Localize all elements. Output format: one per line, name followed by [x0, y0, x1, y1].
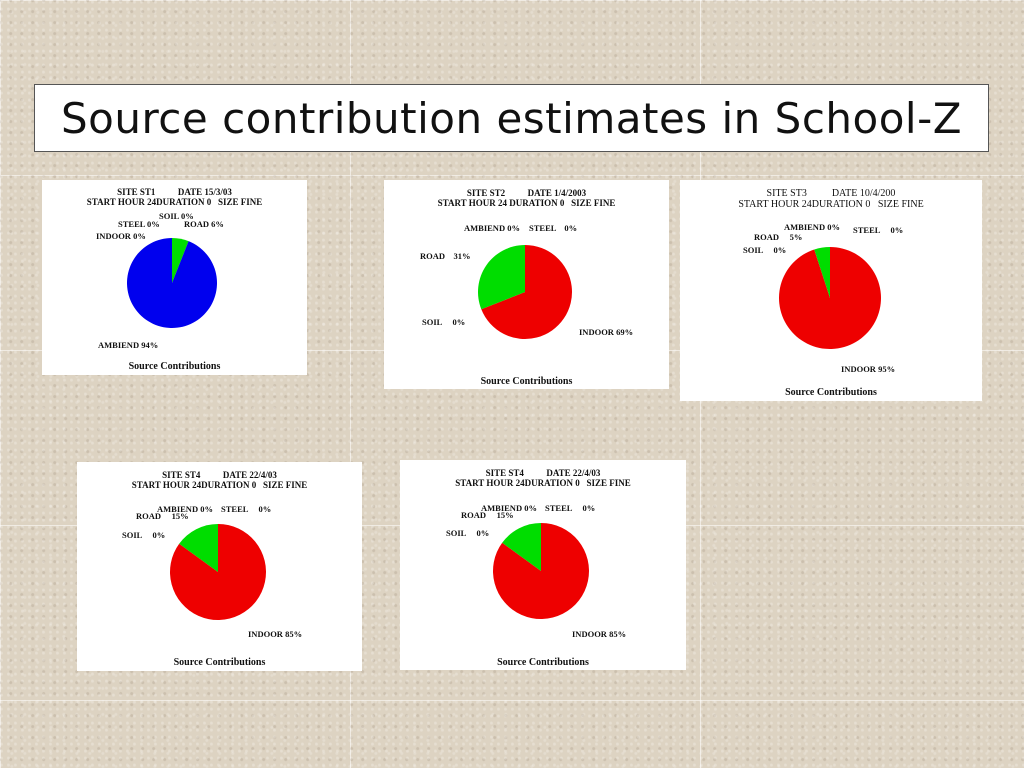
chart-header-line2: START HOUR 24 DURATION 0 SIZE FINE	[437, 198, 616, 208]
label-road: ROAD 5%	[754, 232, 803, 242]
label-road: ROAD 15%	[461, 510, 514, 520]
label-ambiend: AMBIEND 0%	[784, 222, 840, 232]
chart-header-line1: SITE ST2 DATE 1/4/2003	[466, 188, 587, 198]
label-indoor: INDOOR 69%	[579, 327, 634, 337]
chart-panel-st4-b: SITE ST4 DATE 22/4/03 START HOUR 24DURAT…	[400, 460, 686, 670]
chart-panel-st1: SITE ST1 DATE 15/3/03 START HOUR 24DURAT…	[42, 180, 307, 375]
chart-panel-st2: SITE ST2 DATE 1/4/2003 START HOUR 24 DUR…	[384, 180, 669, 389]
chart-footer: Source Contributions	[480, 376, 573, 387]
chart-header-line2: START HOUR 24DURATION 0 SIZE FINE	[738, 199, 924, 210]
label-ambiend: AMBIEND 94%	[98, 340, 159, 350]
label-steel: STEEL 0%	[545, 503, 596, 513]
label-indoor: INDOOR 85%	[572, 629, 627, 639]
label-soil: SOIL 0%	[422, 317, 466, 327]
pie-chart-svg	[478, 245, 572, 339]
label-steel: STEEL 0%	[529, 223, 578, 233]
chart-header-line1: SITE ST4 DATE 22/4/03	[162, 470, 277, 480]
chart-header-line1: SITE ST4 DATE 22/4/03	[485, 468, 601, 478]
pie-chart-svg	[779, 247, 881, 349]
pie-chart-svg	[127, 238, 218, 328]
label-road: ROAD 31%	[420, 251, 471, 261]
label-steel: STEEL 0%	[853, 225, 904, 235]
chart-header-line1: SITE ST1 DATE 15/3/03	[117, 187, 232, 197]
slide-title: Source contribution estimates in School-…	[60, 93, 963, 143]
pie-slice-road	[814, 247, 830, 298]
pie-slice-road	[502, 523, 541, 571]
label-indoor: INDOOR 85%	[248, 629, 303, 639]
label-ambiend: AMBIEND 0%	[157, 504, 213, 514]
chart-panel-st4-a: SITE ST4 DATE 22/4/03 START HOUR 24DURAT…	[77, 462, 362, 671]
chart-panel-st3: SITE ST3 DATE 10/4/200 START HOUR 24DURA…	[680, 180, 982, 401]
pie-slice-road	[179, 524, 218, 572]
pie-chart-svg	[170, 524, 266, 620]
label-soil: SOIL 0%	[743, 245, 787, 255]
label-soil: SOIL 0%	[122, 530, 166, 540]
label-indoor: INDOOR 0%	[96, 231, 146, 241]
pie-slice-road	[478, 245, 525, 310]
pie-chart-svg	[493, 523, 589, 619]
chart-footer: Source Contributions	[128, 361, 221, 372]
chart-header-line1: SITE ST3 DATE 10/4/200	[766, 188, 896, 199]
pie-slice-indoor	[481, 245, 572, 339]
chart-footer: Source Contributions	[497, 657, 589, 668]
label-road: ROAD 6%	[184, 219, 224, 229]
label-soil: SOIL 0%	[159, 211, 194, 221]
pie-slice-road	[172, 238, 189, 283]
label-soil: SOIL 0%	[446, 528, 490, 538]
label-indoor: INDOOR 95%	[841, 364, 896, 374]
chart-header-line2: START HOUR 24DURATION 0 SIZE FINE	[455, 478, 631, 488]
label-steel: STEEL 0%	[118, 219, 160, 229]
label-road: ROAD 15%	[136, 511, 189, 521]
chart-footer: Source Contributions	[173, 657, 266, 668]
chart-header-line2: START HOUR 24DURATION 0 SIZE FINE	[86, 197, 263, 207]
label-ambiend: AMBIEND 0%	[464, 223, 520, 233]
pie-slice-ambiend	[127, 238, 218, 328]
label-ambiend: AMBIEND 0%	[481, 503, 537, 513]
label-steel: STEEL 0%	[221, 504, 272, 514]
title-box: Source contribution estimates in School-…	[34, 84, 989, 152]
chart-footer: Source Contributions	[785, 387, 877, 398]
chart-header-line2: START HOUR 24DURATION 0 SIZE FINE	[131, 480, 308, 490]
